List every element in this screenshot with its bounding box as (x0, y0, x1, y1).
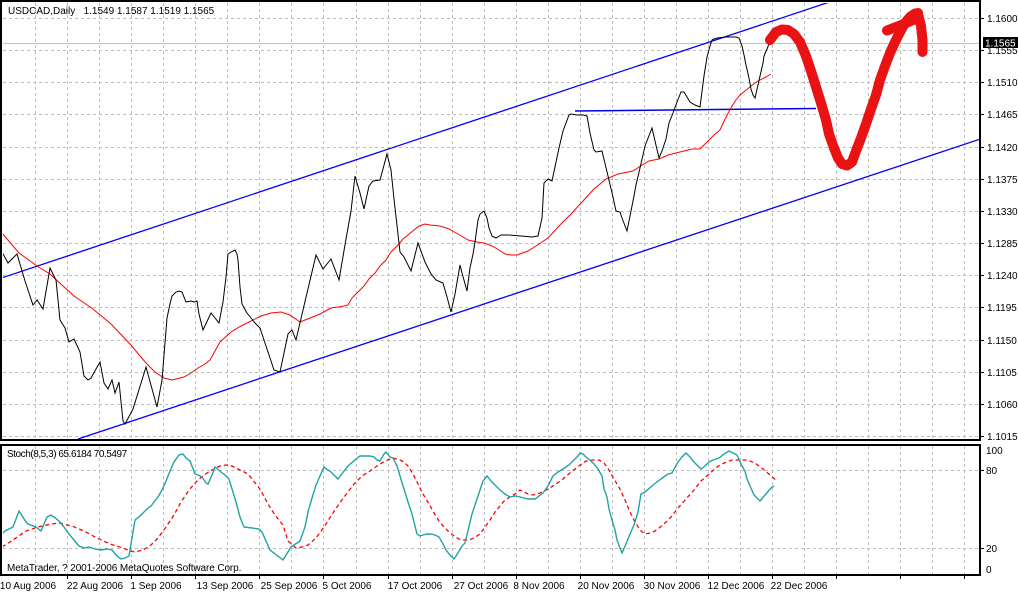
svg-text:30 Nov 2006: 30 Nov 2006 (644, 581, 701, 592)
svg-text:USDCAD,Daily 1.1549 1.1587 1: USDCAD,Daily 1.1549 1.1587 1.1519 1.1565 (8, 6, 215, 17)
svg-text:1.1420: 1.1420 (987, 143, 1018, 154)
svg-text:25 Sep 2006: 25 Sep 2006 (261, 581, 318, 592)
svg-text:1.1195: 1.1195 (987, 303, 1017, 314)
svg-text:1.1060: 1.1060 (987, 400, 1018, 411)
svg-text:1.1285: 1.1285 (987, 239, 1018, 250)
svg-text:27 Oct 2006: 27 Oct 2006 (454, 581, 509, 592)
svg-text:1.1465: 1.1465 (987, 110, 1018, 121)
svg-text:1.1375: 1.1375 (987, 175, 1018, 186)
svg-text:1.1330: 1.1330 (987, 207, 1018, 218)
svg-text:22 Dec 2006: 22 Dec 2006 (771, 581, 828, 592)
svg-text:100: 100 (986, 446, 1003, 457)
svg-text:1.1240: 1.1240 (987, 271, 1018, 282)
svg-text:1.1565: 1.1565 (985, 39, 1016, 50)
svg-text:13 Sep 2006: 13 Sep 2006 (197, 581, 254, 592)
svg-text:20 Nov 2006: 20 Nov 2006 (578, 581, 635, 592)
svg-text:20: 20 (986, 544, 998, 555)
svg-text:0: 0 (986, 565, 992, 576)
svg-text:22 Aug 2006: 22 Aug 2006 (67, 581, 124, 592)
svg-text:80: 80 (986, 466, 998, 477)
svg-text:5 Oct 2006: 5 Oct 2006 (323, 581, 372, 592)
svg-text:1.1600: 1.1600 (987, 14, 1018, 25)
svg-text:8 Nov 2006: 8 Nov 2006 (513, 581, 565, 592)
svg-text:1.1105: 1.1105 (987, 368, 1017, 379)
svg-text:1.1150: 1.1150 (987, 336, 1017, 347)
svg-text:MetaTrader, ? 2001-2006 MetaQu: MetaTrader, ? 2001-2006 MetaQuotes Softw… (7, 563, 241, 574)
svg-text:1.1015: 1.1015 (987, 432, 1018, 443)
svg-text:10 Aug 2006: 10 Aug 2006 (0, 581, 57, 592)
svg-text:1.1510: 1.1510 (987, 78, 1018, 89)
svg-text:Stoch(8,5,3) 65.6184 70.5497: Stoch(8,5,3) 65.6184 70.5497 (7, 449, 128, 460)
svg-text:12 Dec 2006: 12 Dec 2006 (708, 581, 765, 592)
svg-text:1.1555: 1.1555 (987, 46, 1018, 57)
svg-text:1 Sep 2006: 1 Sep 2006 (130, 581, 182, 592)
svg-text:17 Oct 2006: 17 Oct 2006 (388, 581, 443, 592)
